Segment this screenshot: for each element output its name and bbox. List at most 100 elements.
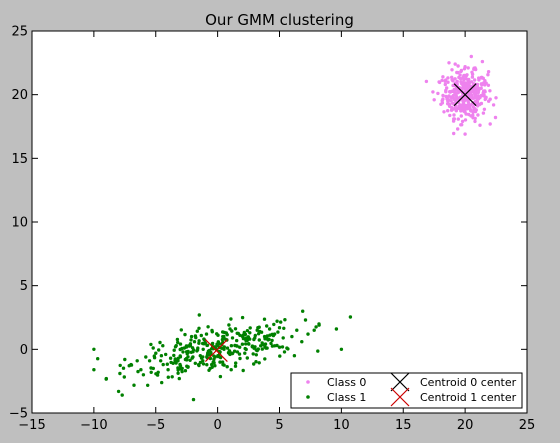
data-point [271,333,276,338]
data-point [453,77,457,81]
data-point [460,82,464,86]
data-point [316,349,320,353]
data-point [456,117,460,121]
data-point [180,346,184,351]
data-point [463,118,468,122]
data-point [188,342,193,346]
data-point [256,347,260,351]
data-point [486,83,491,88]
data-point [478,95,482,100]
data-point [229,368,233,372]
data-point [238,356,242,361]
data-point [238,345,242,349]
data-point [470,75,475,79]
data-point [453,107,458,111]
data-point [482,107,487,112]
data-point [486,73,490,77]
data-point [248,331,252,335]
data-point [452,113,456,117]
data-point [202,338,207,342]
data-point [459,69,463,74]
data-point [466,104,471,108]
data-point [160,380,164,385]
data-point [245,329,250,333]
data-point [144,355,148,359]
data-point [481,111,486,115]
data-point [244,338,248,343]
data-point [190,346,195,350]
data-point [273,344,277,348]
data-point [454,98,458,102]
data-point [166,368,170,372]
data-point [254,353,258,357]
centroid-marker [204,339,228,363]
data-point [493,115,498,120]
data-point [459,114,463,118]
data-point [216,340,220,344]
data-point [275,319,279,323]
data-point [188,358,192,362]
legend-item: Class 0 [306,376,366,389]
data-point [243,346,247,351]
data-point [241,368,245,373]
data-point [473,116,477,121]
data-point [243,351,247,355]
data-point [176,371,180,375]
data-point [118,371,122,376]
data-point [237,352,242,356]
data-point [444,88,448,93]
data-point [158,340,162,345]
data-point [118,363,122,368]
data-point [174,344,178,348]
data-point [233,364,238,368]
legend-marker [306,395,310,399]
data-point [180,369,184,374]
x-tick-label: 10 [333,418,350,433]
data-point [139,368,143,372]
data-point [462,67,467,71]
data-point [460,119,465,124]
data-point [456,64,460,68]
data-point [232,349,237,353]
data-point [300,340,304,344]
data-point [469,114,473,118]
data-point [201,362,206,366]
data-point [263,357,267,361]
x-tick-label: 20 [457,418,474,433]
data-point [193,334,198,338]
data-point [259,330,264,334]
data-point [448,113,452,118]
data-point [264,346,268,350]
data-point [312,328,316,332]
data-point [189,350,193,354]
data-point [270,338,274,343]
data-point [466,78,470,83]
data-point [185,358,189,362]
data-point [149,370,153,374]
data-point [486,70,491,74]
data-point [469,80,474,84]
data-point [303,318,308,322]
series-class-1 [92,309,353,402]
data-point [186,355,190,359]
data-point [225,346,230,350]
data-point [265,334,269,338]
legend-item: Class 1 [306,391,366,404]
data-point [220,346,224,350]
data-point [453,62,457,66]
data-point [116,389,121,394]
data-point [222,330,227,335]
data-point [281,336,285,340]
data-point [317,322,321,326]
data-point [456,91,460,95]
data-point [334,327,339,331]
data-point [234,361,238,365]
data-point [168,356,173,360]
data-point [461,76,465,80]
data-point [248,326,252,330]
data-point [174,361,178,365]
data-point [470,70,474,75]
data-point [201,341,205,346]
data-point [220,360,225,364]
data-point [146,383,150,387]
